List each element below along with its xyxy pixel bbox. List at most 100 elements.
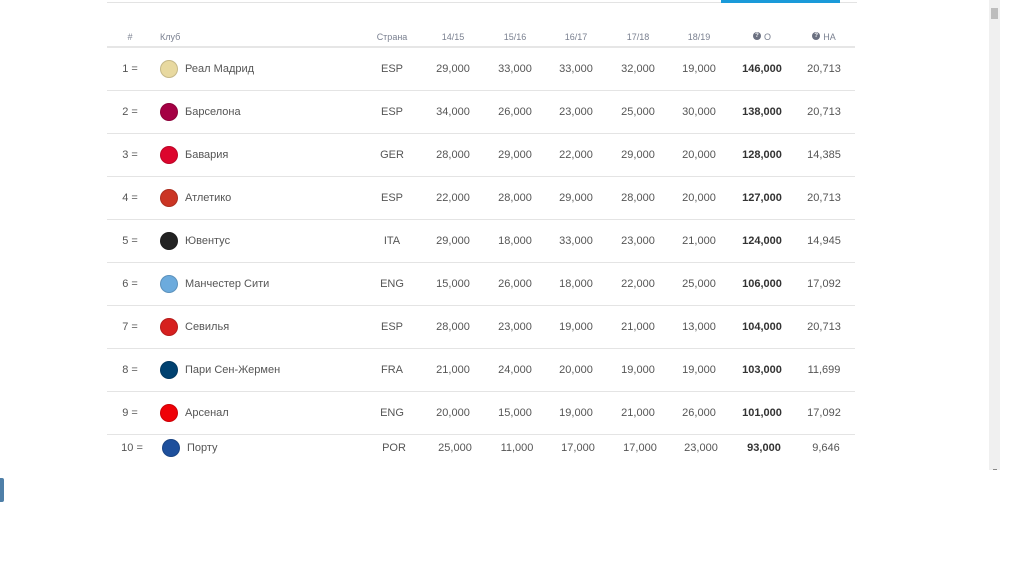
total-points: 103,000 bbox=[742, 364, 782, 376]
season-points: 11,000 bbox=[500, 442, 534, 454]
club-name[interactable]: Порту bbox=[187, 442, 218, 454]
tab-divider bbox=[107, 2, 857, 3]
season-points: 19,000 bbox=[559, 321, 593, 333]
season-points: 17,000 bbox=[623, 442, 657, 454]
club-crest-icon bbox=[160, 318, 178, 336]
club-cell[interactable]: Барселона bbox=[160, 91, 241, 133]
season-points: 28,000 bbox=[621, 192, 655, 204]
club-ranking-table: # Клуб Страна 14/15 15/16 16/17 17/18 18… bbox=[107, 27, 855, 469]
season-points: 21,000 bbox=[621, 321, 655, 333]
club-name[interactable]: Севилья bbox=[185, 321, 230, 333]
rank-cell: 3 = bbox=[100, 134, 160, 176]
country-cell: ITA bbox=[383, 235, 401, 247]
club-cell[interactable]: Манчестер Сити bbox=[160, 263, 269, 305]
table-header: # Клуб Страна 14/15 15/16 16/17 17/18 18… bbox=[107, 27, 855, 48]
question-circle-icon[interactable]: ? bbox=[812, 32, 821, 40]
table-row[interactable]: 6 = Манчестер Сити ENG 15,000 26,000 18,000… bbox=[107, 263, 855, 306]
season-points: 22,000 bbox=[436, 192, 470, 204]
rank: 3 bbox=[122, 149, 129, 161]
scrollbar-thumb[interactable] bbox=[991, 8, 998, 19]
club-cell[interactable]: Севилья bbox=[160, 306, 229, 348]
country-cell: ESP bbox=[380, 321, 403, 333]
club-name[interactable]: Барселона bbox=[185, 106, 241, 118]
question-circle-icon[interactable]: ? bbox=[752, 32, 761, 40]
club-crest-icon bbox=[160, 232, 178, 250]
country-cell: GER bbox=[380, 149, 404, 161]
scroll-down-arrow-icon[interactable] bbox=[993, 469, 997, 470]
season-points: 23,000 bbox=[684, 442, 718, 454]
club-cell[interactable]: Бавария bbox=[160, 134, 228, 176]
rank: 5 bbox=[122, 235, 129, 247]
season-points: 26,000 bbox=[682, 407, 716, 419]
trend-icon: = bbox=[131, 321, 138, 333]
club-name[interactable]: Бавария bbox=[185, 149, 229, 161]
side-widget-tab[interactable] bbox=[0, 478, 4, 502]
rank: 2 bbox=[122, 106, 129, 118]
rank-cell: 7 = bbox=[100, 306, 160, 348]
table-row[interactable]: 3 = Бавария GER 28,000 29,000 22,000 29,000 2… bbox=[107, 134, 855, 177]
season-points: 18,000 bbox=[498, 235, 532, 247]
table-row[interactable]: 9 = Арсенал ENG 20,000 15,000 19,000 21,000 2… bbox=[107, 392, 855, 435]
country-cell: ESP bbox=[380, 192, 403, 204]
total-points: 93,000 bbox=[747, 442, 781, 454]
season-points: 29,000 bbox=[436, 235, 470, 247]
club-cell[interactable]: Ювентус bbox=[160, 220, 230, 262]
total-points: 104,000 bbox=[742, 321, 782, 333]
trend-icon: = bbox=[131, 364, 138, 376]
club-name[interactable]: Атлетико bbox=[185, 192, 232, 204]
season-points: 28,000 bbox=[436, 149, 470, 161]
trend-icon: = bbox=[131, 149, 138, 161]
table-row[interactable]: 2 = Барселона ESP 34,000 26,000 23,000 25,00… bbox=[107, 91, 855, 134]
header-season: 18/19 bbox=[687, 32, 711, 42]
club-cell[interactable]: Реал Мадрид bbox=[160, 48, 254, 90]
total-points: 138,000 bbox=[742, 106, 782, 118]
header-total-label: О bbox=[763, 32, 771, 42]
table-row[interactable]: 5 = Ювентус ITA 29,000 18,000 33,000 23,000 2… bbox=[107, 220, 855, 263]
header-season: 14/15 bbox=[441, 32, 465, 42]
association-points: 14,945 bbox=[807, 235, 841, 247]
rank-cell: 1 = bbox=[100, 48, 160, 90]
association-points: 20,713 bbox=[807, 321, 841, 333]
season-points: 18,000 bbox=[559, 278, 593, 290]
club-cell[interactable]: Атлетико bbox=[160, 177, 231, 219]
table-row[interactable]: 10 = Порту POR 25,000 11,000 17,000 17,000 23… bbox=[107, 435, 855, 469]
table-row[interactable]: 8 = Пари Сен-Жермен FRA 21,000 24,000 20,00… bbox=[107, 349, 855, 392]
club-name[interactable]: Ювентус bbox=[185, 235, 231, 247]
club-name[interactable]: Манчестер Сити bbox=[185, 278, 270, 290]
header-rank: # bbox=[127, 32, 133, 42]
season-points: 19,000 bbox=[682, 364, 716, 376]
club-cell[interactable]: Арсенал bbox=[160, 392, 229, 434]
association-points: 20,713 bbox=[807, 106, 841, 118]
season-points: 25,000 bbox=[438, 442, 472, 454]
season-points: 29,000 bbox=[559, 192, 593, 204]
rank: 6 bbox=[122, 278, 129, 290]
header-season: 15/16 bbox=[503, 32, 527, 42]
table-row[interactable]: 4 = Атлетико ESP 22,000 28,000 29,000 28,000… bbox=[107, 177, 855, 220]
association-points: 20,713 bbox=[807, 63, 841, 75]
table-row[interactable]: 1 = Реал Мадрид ESP 29,000 33,000 33,000 32,… bbox=[107, 48, 855, 91]
season-points: 17,000 bbox=[561, 442, 595, 454]
trend-icon: = bbox=[131, 278, 138, 290]
trend-icon: = bbox=[131, 192, 138, 204]
season-points: 15,000 bbox=[498, 407, 532, 419]
association-points: 17,092 bbox=[807, 278, 841, 290]
season-points: 19,000 bbox=[682, 63, 716, 75]
trend-icon: = bbox=[136, 442, 143, 454]
club-cell[interactable]: Пари Сен-Жермен bbox=[160, 349, 280, 391]
total-points: 146,000 bbox=[742, 63, 782, 75]
association-points: 17,092 bbox=[807, 407, 841, 419]
club-name[interactable]: Реал Мадрид bbox=[185, 63, 255, 75]
total-points: 127,000 bbox=[742, 192, 782, 204]
table-row[interactable]: 7 = Севилья ESP 28,000 23,000 19,000 21,000 1… bbox=[107, 306, 855, 349]
header-assoc[interactable]: ? НА bbox=[794, 27, 854, 46]
header-total[interactable]: ? О bbox=[732, 27, 792, 46]
trend-icon: = bbox=[131, 63, 138, 75]
club-cell[interactable]: Порту bbox=[162, 431, 218, 465]
club-crest-icon bbox=[160, 103, 178, 121]
club-name[interactable]: Пари Сен-Жермен bbox=[185, 364, 281, 376]
club-name[interactable]: Арсенал bbox=[185, 407, 229, 419]
rank: 1 bbox=[122, 63, 129, 75]
rank: 9 bbox=[122, 407, 129, 419]
season-points: 20,000 bbox=[682, 192, 716, 204]
scrollbar[interactable] bbox=[989, 0, 1000, 470]
